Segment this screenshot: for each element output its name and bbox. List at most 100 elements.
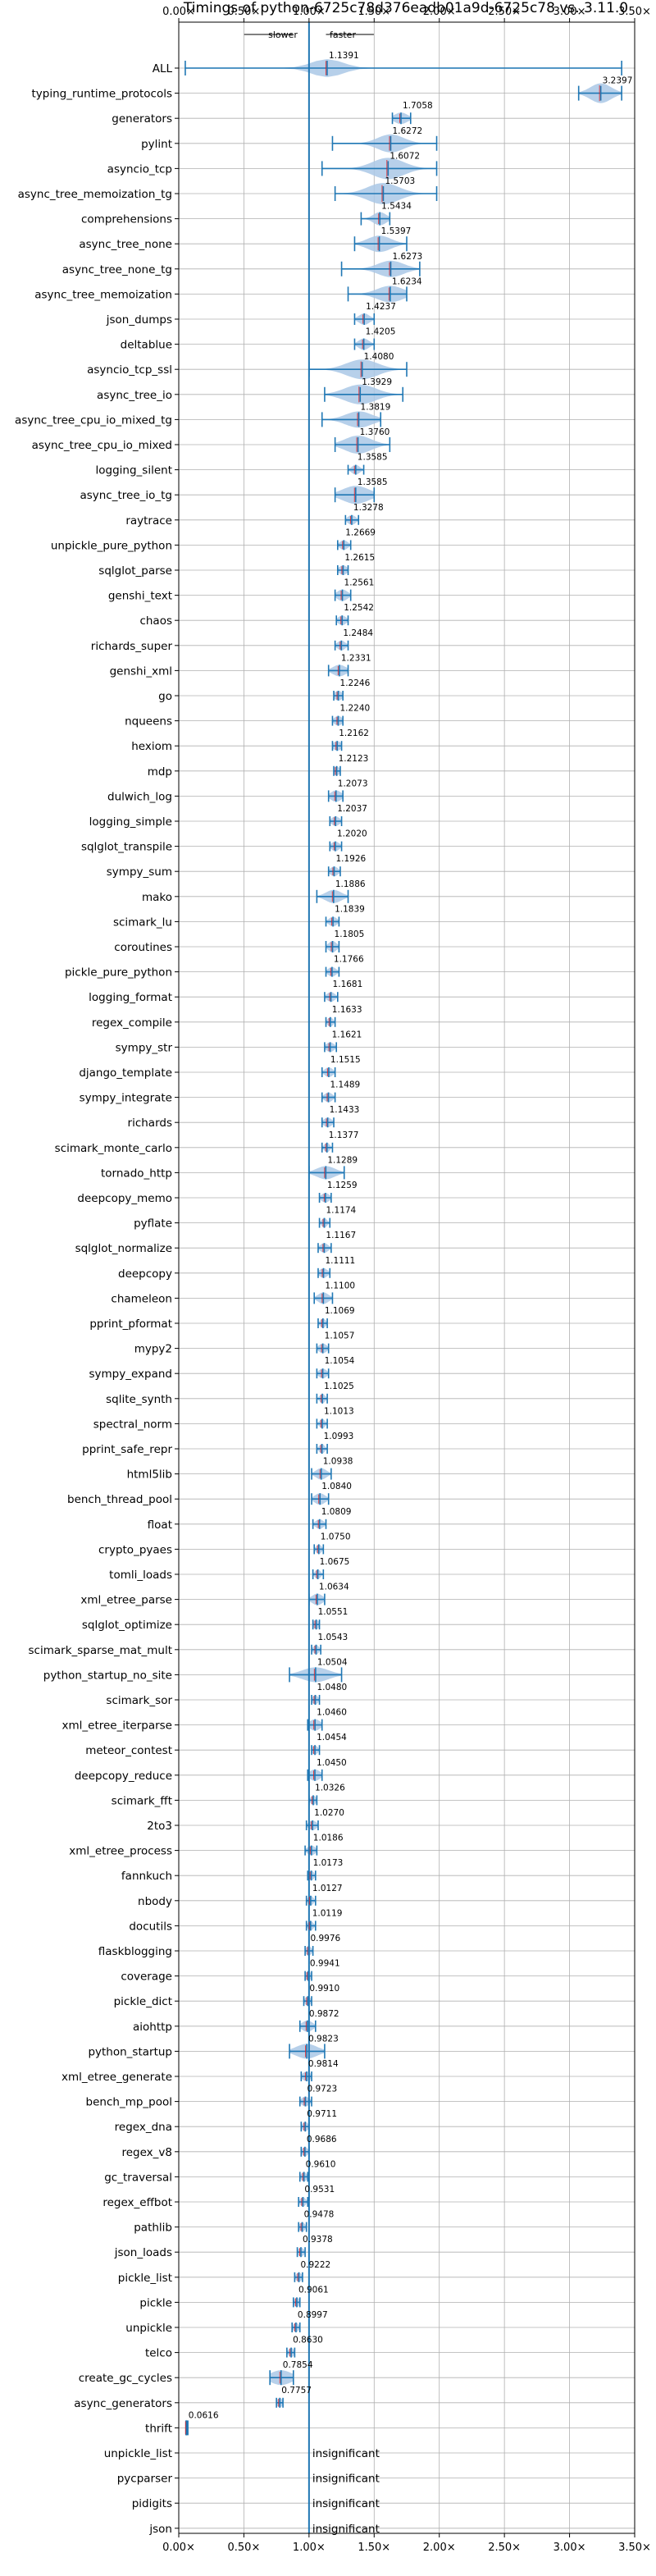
category-label: python_startup_no_site <box>43 1669 172 1682</box>
category-label: fannkuch <box>121 1870 172 1883</box>
category-label: aiohttp <box>133 2021 172 2034</box>
value-label-meteor_contest: 1.0454 <box>317 1733 347 1742</box>
value-label-async_tree_cpu_io_mixed_tg: 1.3819 <box>361 402 391 412</box>
category-label: crypto_pyaes <box>98 1543 172 1556</box>
value-label-nqueens: 1.2240 <box>339 704 370 714</box>
value-label-flaskblogging: 0.9976 <box>310 1934 340 1943</box>
value-label-pprint_pformat: 1.1069 <box>325 1306 355 1316</box>
value-label-create_gc_cycles: 0.7854 <box>283 2360 313 2370</box>
category-label: json <box>148 2523 172 2536</box>
value-label-mdp: 1.2123 <box>339 754 369 764</box>
value-label-django_template: 1.1515 <box>330 1055 361 1065</box>
value-label-scimark_fft: 1.0326 <box>315 1783 345 1793</box>
value-label-bench_mp_pool: 0.9723 <box>307 2085 337 2094</box>
category-label: chaos <box>139 614 172 628</box>
x-tick-label-top: 0.50× <box>228 6 261 18</box>
category-label: 2to3 <box>147 1820 172 1833</box>
value-label-pathlib: 0.9478 <box>304 2210 335 2220</box>
value-label-xml_etree_generate: 0.9814 <box>308 2059 339 2069</box>
category-label: scimark_sparse_mat_mult <box>29 1644 172 1657</box>
category-label: create_gc_cycles <box>79 2372 172 2385</box>
x-tick-label-top: 0.00× <box>162 6 195 18</box>
category-label: sympy_str <box>116 1041 173 1054</box>
x-tick-label-bottom: 3.50× <box>618 2542 651 2554</box>
x-tick-label-bottom: 0.50× <box>228 2542 261 2554</box>
value-label-spectral_norm: 1.1013 <box>324 1406 354 1416</box>
value-label-pyflate: 1.1174 <box>326 1206 357 1216</box>
value-label-hexiom: 1.2162 <box>339 728 369 738</box>
x-tick-label-top: 2.50× <box>488 6 521 18</box>
category-label: nbody <box>138 1895 172 1908</box>
value-label-scimark_sor: 1.0480 <box>317 1683 347 1692</box>
category-label: scimark_monte_carlo <box>55 1142 172 1155</box>
category-label: pylint <box>141 138 172 151</box>
chart-title: Timings of python-6725c78d376eadb01a9d-6… <box>183 0 628 16</box>
value-label-regex_effbot: 0.9531 <box>304 2185 335 2195</box>
value-label-unpickle_pure_python: 1.2669 <box>345 528 376 537</box>
value-label-thrift: 0.0616 <box>189 2410 219 2420</box>
category-label: typing_runtime_protocols <box>32 88 173 101</box>
category-label: regex_compile <box>92 1016 172 1030</box>
value-label-async_tree_io_tg: 1.3585 <box>358 477 388 487</box>
category-label: comprehensions <box>81 213 172 226</box>
value-label-pickle_pure_python: 1.1766 <box>334 955 364 965</box>
value-label-deepcopy_memo: 1.1259 <box>327 1181 358 1190</box>
category-labels: ALL typing_runtime_protocols generators pyl… <box>15 62 179 2536</box>
category-label: async_tree_io_tg <box>80 489 172 502</box>
category-label: regex_dna <box>115 2121 172 2134</box>
category-label: chameleon <box>111 1292 172 1305</box>
value-label-json_dumps: 1.4237 <box>366 302 396 312</box>
x-tick-label-bottom: 2.00× <box>423 2542 456 2554</box>
category-label: tomli_loads <box>109 1569 172 1582</box>
value-label-async_tree_io: 1.3929 <box>362 377 392 387</box>
category-label: async_tree_none_tg <box>62 263 172 276</box>
x-axis-top: 0.00× 0.50× 1.00× 1.50× 2.00× 2.50× 3.00× 3.50× <box>162 6 651 22</box>
category-label: tornado_http <box>101 1167 172 1180</box>
category-label: mdp <box>148 765 172 779</box>
insignificant-label: insignificant <box>312 2473 380 2486</box>
category-label: hexiom <box>131 740 172 753</box>
value-label-async_tree_none: 1.5397 <box>381 226 412 236</box>
x-tick-label-bottom: 1.50× <box>358 2542 390 2554</box>
category-label: bench_thread_pool <box>67 1493 172 1506</box>
slower-faster-annotation: slower faster <box>244 30 375 40</box>
category-label: meteor_contest <box>85 1744 172 1757</box>
category-label: asyncio_tcp_ssl <box>87 363 172 377</box>
insignificant-label: insignificant <box>312 2447 380 2460</box>
value-label-docutils: 1.0119 <box>312 1908 343 1918</box>
category-label: scimark_fft <box>112 1794 172 1807</box>
category-label: json_loads <box>114 2246 172 2259</box>
category-label: sqlglot_optimize <box>82 1619 172 1632</box>
category-label: async_tree_none <box>79 238 172 251</box>
value-label-sqlglot_transpile: 1.2020 <box>337 829 367 839</box>
category-label: richards_super <box>91 640 173 653</box>
value-label-deltablue: 1.4205 <box>366 327 396 337</box>
value-label-deepcopy: 1.1111 <box>326 1256 356 1266</box>
value-label-bench_thread_pool: 1.0840 <box>321 1482 352 1491</box>
category-label: genshi_xml <box>110 665 172 678</box>
value-label-telco: 0.8630 <box>293 2336 323 2345</box>
value-label-logging_format: 1.1681 <box>333 980 363 989</box>
category-label: sqlite_synth <box>106 1393 172 1406</box>
value-label-raytrace: 1.3278 <box>353 503 384 513</box>
value-label-chaos: 1.2542 <box>344 603 374 613</box>
grid-lines <box>178 22 636 2533</box>
value-label-comprehensions: 1.5434 <box>381 202 412 212</box>
value-label-aiohttp: 0.9872 <box>309 2009 339 2019</box>
category-label: sympy_expand <box>89 1368 172 1381</box>
category-label: pidigits <box>132 2497 172 2510</box>
value-label-crypto_pyaes: 1.0750 <box>321 1532 351 1541</box>
value-label-mako: 1.1886 <box>335 879 366 889</box>
x-tick-label-bottom: 3.00× <box>554 2542 586 2554</box>
category-label: docutils <box>129 1920 172 1933</box>
category-label: coverage <box>121 1971 172 1984</box>
x-tick-label-top: 1.00× <box>293 6 326 18</box>
category-label: xml_etree_process <box>69 1845 172 1858</box>
x-tick-label-bottom: 2.50× <box>488 2542 521 2554</box>
category-label: deepcopy_reduce <box>75 1770 172 1783</box>
value-label-scimark_lu: 1.1839 <box>335 904 365 914</box>
category-label: float <box>148 1519 172 1532</box>
category-label: pathlib <box>134 2222 172 2235</box>
value-label-pickle_dict: 0.9910 <box>309 1984 339 1994</box>
category-label: genshi_text <box>108 590 172 603</box>
